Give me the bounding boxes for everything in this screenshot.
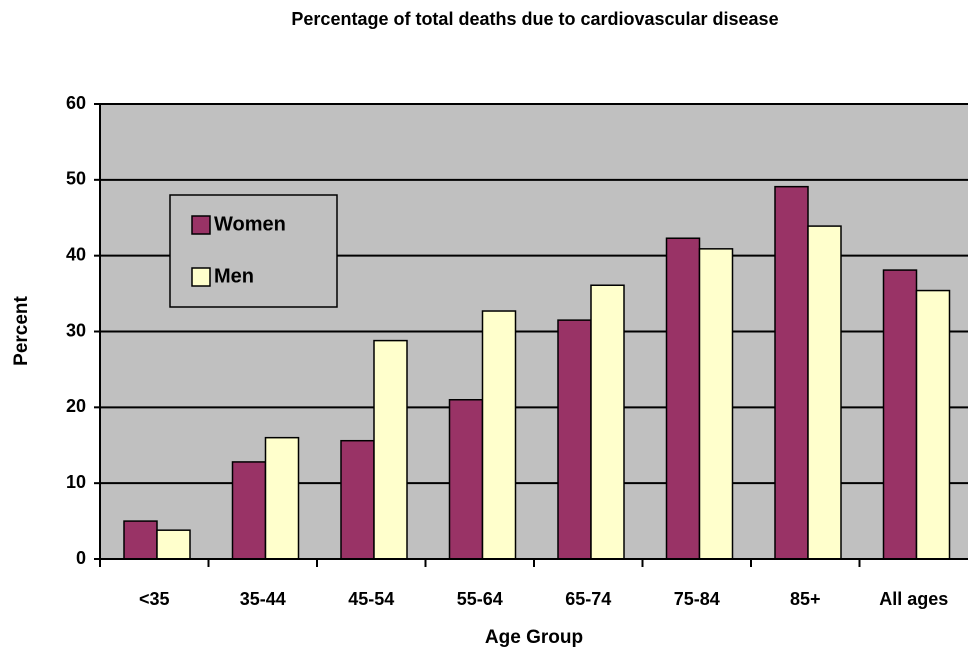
bar	[557, 319, 592, 560]
bar	[156, 529, 191, 560]
y-tick-label: 50	[66, 169, 86, 189]
x-tick-label: All ages	[879, 589, 948, 609]
bar	[481, 310, 517, 560]
x-axis-label: Age Group	[485, 627, 583, 648]
legend-label: Men	[214, 265, 254, 287]
bar	[590, 284, 625, 560]
y-tick-label: 0	[76, 548, 86, 568]
y-tick-label: 30	[66, 320, 86, 340]
bar	[698, 248, 734, 560]
x-tick-label: 75-84	[674, 589, 720, 609]
x-tick-label: 35-44	[240, 589, 286, 609]
x-tick-label: 85+	[790, 589, 821, 609]
bar	[807, 225, 842, 560]
legend-label: Women	[214, 213, 286, 235]
bar	[373, 339, 408, 560]
legend-swatch	[191, 267, 211, 287]
x-tick-label: 45-54	[348, 589, 394, 609]
bar	[448, 399, 484, 560]
legend-swatch	[191, 215, 211, 235]
bar	[915, 289, 951, 560]
legend-box	[169, 194, 338, 308]
chart-title: Percentage of total deaths due to cardio…	[291, 9, 778, 29]
x-tick-label: 55-64	[457, 589, 503, 609]
bar	[264, 436, 300, 560]
x-tick-label: 65-74	[565, 589, 611, 609]
bar	[123, 520, 158, 560]
y-axis-label: Percent	[11, 295, 32, 365]
y-tick-label: 10	[66, 472, 86, 492]
bar	[882, 269, 918, 560]
bar	[340, 439, 375, 560]
y-tick-label: 60	[66, 93, 86, 113]
x-tick-label: <35	[139, 589, 170, 609]
y-tick-label: 40	[66, 244, 86, 264]
bar	[665, 237, 701, 560]
y-tick-label: 20	[66, 396, 86, 416]
bar	[231, 461, 267, 560]
bar	[774, 185, 809, 560]
